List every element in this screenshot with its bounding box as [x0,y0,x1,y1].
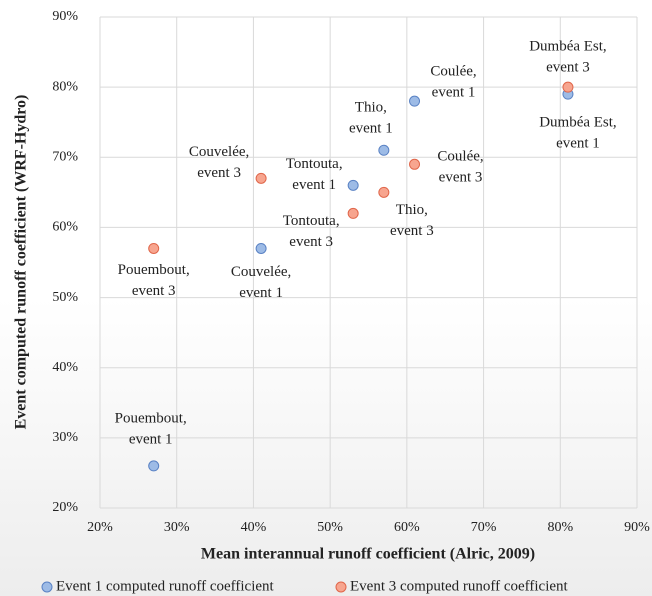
x-tick-label: 60% [394,520,420,535]
point-label: Coulée, [437,149,483,165]
point [378,186,390,198]
y-tick-label: 20% [52,500,78,515]
point-label: event 3 [439,170,483,186]
point-label: Dumbéa Est, [539,115,616,131]
point-label: Tontouta, [283,213,340,229]
x-tick-label: 20% [87,520,113,535]
x-tick-label: 80% [547,520,573,535]
x-tick-label: 70% [471,520,497,535]
point-label: event 3 [390,223,434,239]
legend-label: Event 1 computed runoff coefficient [56,578,275,594]
point [347,179,359,191]
x-tick-label: 30% [164,520,190,535]
point-label: Tontouta, [286,156,343,172]
point-label: event 3 [289,234,333,250]
x-tick-label: 40% [241,520,267,535]
point-label: Coulée, [430,64,476,80]
point-label: event 1 [292,177,336,193]
point-label: Thio, [355,100,387,116]
y-tick-label: 90% [52,9,78,24]
point-label: event 3 [546,60,590,76]
point [347,207,359,219]
point-label: event 1 [432,85,476,101]
y-tick-label: 40% [52,360,78,375]
legend-marker [335,581,347,593]
legend-marker [41,581,53,593]
point-label: Pouembout, [118,262,190,278]
x-tick-label: 50% [317,520,343,535]
y-tick-label: 30% [52,430,78,445]
point [378,144,390,156]
point [148,460,160,472]
point-label: event 1 [556,136,600,152]
x-tick-label: 90% [624,520,650,535]
y-tick-label: 80% [52,79,78,94]
point-label: event 3 [132,283,176,299]
point-label: Couvelée, [189,144,249,160]
point [409,158,421,170]
point [255,172,267,184]
point-label: Pouembout, [115,410,187,426]
point-label: Thio, [396,202,428,218]
legend-label: Event 3 computed runoff coefficient [350,578,569,594]
x-axis-title: Mean interannual runoff coefficient (Alr… [201,546,535,563]
point-label: event 1 [239,285,283,301]
point [255,242,267,254]
point-label: event 1 [129,431,173,447]
point-label: Dumbéa Est, [529,39,606,55]
point-label: Couvelée, [231,264,291,280]
y-tick-label: 60% [52,220,78,235]
point [409,95,421,107]
y-axis-title: Event computed runoff coefficient (WRF-H… [13,95,30,430]
point-label: event 1 [349,121,393,137]
point-label: event 3 [197,165,241,181]
point [148,242,160,254]
y-tick-label: 70% [52,150,78,165]
y-tick-label: 50% [52,290,78,305]
point [562,81,574,93]
